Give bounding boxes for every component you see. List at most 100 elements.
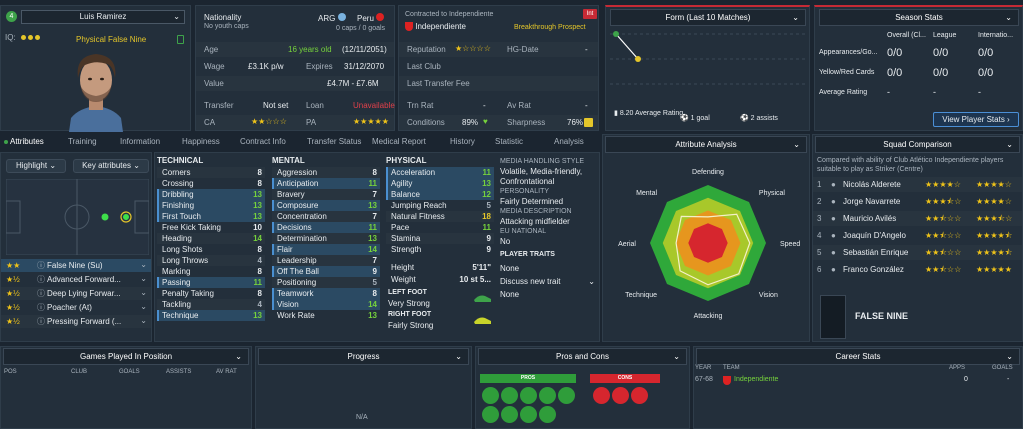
squad-row[interactable]: 2 ● Jorge Navarrete ★★★⯪☆ ★★★★☆ [813, 194, 1022, 209]
highlight-dropdown[interactable]: Highlight ⌄ [6, 159, 66, 173]
attribute-row[interactable]: Free Kick Taking 10 [157, 222, 265, 233]
squad-row[interactable]: 3 ● Mauricio Avilés ★★⯪☆☆ ★★★⯪☆ [813, 211, 1022, 226]
view-player-stats-button[interactable]: View Player Stats › [933, 112, 1019, 127]
international-button[interactable]: Int [583, 9, 597, 19]
career-header[interactable]: Career Stats ⌄ [696, 348, 1020, 365]
attribute-name: Finishing [162, 201, 195, 210]
season-header[interactable]: Season Stats ⌄ [819, 9, 1019, 26]
pro-skill-icon[interactable] [520, 387, 537, 404]
pro-skill-icon[interactable] [539, 387, 556, 404]
attribute-row[interactable]: Finishing 13 [157, 200, 265, 211]
attribute-row[interactable]: Work Rate 13 [272, 310, 380, 321]
career-col-team: TEAM [723, 365, 740, 371]
con-skill-icon[interactable] [631, 387, 648, 404]
squad-row[interactable]: 6 ● Franco González ★★⯪☆☆ ★★★★★ [813, 262, 1022, 277]
attribute-row[interactable]: Marking 8 [157, 266, 265, 277]
attribute-name: Acceleration [391, 168, 436, 177]
right-foot-label: RIGHT FOOT [388, 311, 432, 318]
pro-skill-icon[interactable] [482, 406, 499, 423]
tab-transfer-status[interactable]: Transfer Status [307, 137, 361, 146]
tactic-board-icon [820, 295, 846, 339]
role-row[interactable]: ★½ ⓘ Advanced Forward... ⌄ [1, 273, 151, 286]
attribute-row[interactable]: Natural Fitness 18 [386, 211, 494, 222]
pro-skill-icon[interactable] [482, 387, 499, 404]
squad-row[interactable]: 1 ● Nicolás Alderete ★★★★☆ ★★★★☆ [813, 177, 1022, 192]
tab-happiness[interactable]: Happiness [182, 137, 220, 146]
attribute-row[interactable]: Positioning 5 [272, 277, 380, 288]
role-row[interactable]: ★½ ⓘ Poacher (At) ⌄ [1, 301, 151, 314]
pro-skill-icon[interactable] [520, 406, 537, 423]
tab-training[interactable]: Training [68, 137, 97, 146]
age-label: Age [204, 45, 219, 54]
games-header[interactable]: Games Played In Position ⌄ [3, 348, 249, 365]
attribute-row[interactable]: Leadership 7 [272, 255, 380, 266]
conditions-value: 89% [462, 118, 479, 127]
analysis-header[interactable]: Attribute Analysis ⌄ [605, 136, 807, 153]
attribute-row[interactable]: Long Throws 4 [157, 255, 265, 266]
career-row[interactable]: 67-68 Independiente 0 - [694, 376, 1022, 388]
attribute-row[interactable]: Anticipation 11 [272, 178, 380, 189]
attribute-row[interactable]: Long Shots 8 [157, 244, 265, 255]
attribute-row[interactable]: Strength 9 [386, 244, 494, 255]
contract-club[interactable]: Independiente [405, 22, 466, 32]
player-name-dropdown[interactable]: Luis Ramirez ⌄ [21, 10, 185, 24]
role-row[interactable]: ★½ ⓘ Deep Lying Forwar... ⌄ [1, 287, 151, 300]
discuss-trait-dropdown[interactable]: Discuss new trait ⌄ [500, 277, 598, 287]
attribute-row[interactable]: Concentration 7 [272, 211, 380, 222]
attribute-row[interactable]: Stamina 9 [386, 233, 494, 244]
attribute-row[interactable]: Aggression 8 [272, 167, 380, 178]
pro-skill-icon[interactable] [558, 387, 575, 404]
attribute-row[interactable]: Heading 14 [157, 233, 265, 244]
tab-medical-report[interactable]: Medical Report [372, 137, 426, 146]
attribute-row[interactable]: Dribbling 13 [157, 189, 265, 200]
pro-skill-icon[interactable] [501, 406, 518, 423]
analysis-panel: Attribute Analysis ⌄ Defending Physical Spe… [602, 134, 810, 342]
attribute-row[interactable]: Acceleration 11 [386, 167, 494, 178]
attribute-row[interactable]: Balance 12 [386, 189, 494, 200]
eu-national-value: No [500, 237, 511, 246]
attribute-row[interactable]: Tackling 4 [157, 299, 265, 310]
attribute-row[interactable]: Vision 14 [272, 299, 380, 310]
attribute-row[interactable]: Penalty Taking 8 [157, 288, 265, 299]
attribute-row[interactable]: Determination 13 [272, 233, 380, 244]
tab-analysis[interactable]: Analysis [554, 137, 584, 146]
attribute-row[interactable]: Crossing 8 [157, 178, 265, 189]
pro-skill-icon[interactable] [539, 406, 556, 423]
attribute-row[interactable]: Off The Ball 9 [272, 266, 380, 277]
tab-attributes[interactable]: Attributes [4, 137, 44, 146]
key-attributes-dropdown[interactable]: Key attributes ⌄ [73, 159, 149, 173]
attribute-row[interactable]: First Touch 13 [157, 211, 265, 222]
proscons-header[interactable]: Pros and Cons ⌄ [478, 348, 687, 365]
pro-skill-icon[interactable] [501, 387, 518, 404]
tab-statistic[interactable]: Statistic [495, 137, 523, 146]
role-row[interactable]: ★★ ⓘ False Nine (Su) ⌄ [1, 259, 151, 272]
profile-panel: 4 Luis Ramirez ⌄ IQ: Physical False Nine [0, 5, 191, 132]
con-skill-icon[interactable] [593, 387, 610, 404]
squad-row[interactable]: 5 ● Sebastián Enrique ★★⯪☆☆ ★★★★⯪ [813, 245, 1022, 260]
role-row[interactable]: ★½ ⓘ Pressing Forward (... ⌄ [1, 315, 151, 328]
attribute-row[interactable]: Flair 14 [272, 244, 380, 255]
attribute-row[interactable]: Jumping Reach 5 [386, 200, 494, 211]
attribute-row[interactable]: Corners 8 [157, 167, 265, 178]
form-header[interactable]: Form (Last 10 Matches) ⌄ [610, 9, 806, 26]
attribute-row[interactable]: Composure 13 [272, 200, 380, 211]
attribute-row[interactable]: Agility 13 [386, 178, 494, 189]
progress-header[interactable]: Progress ⌄ [258, 348, 469, 365]
attribute-value: 18 [482, 212, 491, 221]
attribute-row[interactable]: Technique 13 [157, 310, 265, 321]
note-icon[interactable] [177, 35, 184, 44]
tab-information[interactable]: Information [120, 137, 160, 146]
attribute-row[interactable]: Teamwork 8 [272, 288, 380, 299]
attribute-row[interactable]: Passing 11 [157, 277, 265, 288]
squad-header[interactable]: Squad Comparison ⌄ [815, 136, 1020, 153]
eu-national-label: EU NATIONAL [500, 228, 547, 235]
flag-icon [376, 13, 385, 21]
attribute-row[interactable]: Decisions 11 [272, 222, 380, 233]
iq-label: IQ: [5, 33, 16, 42]
attribute-row[interactable]: Pace 11 [386, 222, 494, 233]
con-skill-icon[interactable] [612, 387, 629, 404]
tab-history[interactable]: History [450, 137, 475, 146]
tab-contract-info[interactable]: Contract Info [240, 137, 286, 146]
squad-row[interactable]: 4 ● Joaquín D'Angelo ★★⯪☆☆ ★★★★⯪ [813, 228, 1022, 243]
attribute-row[interactable]: Bravery 7 [272, 189, 380, 200]
